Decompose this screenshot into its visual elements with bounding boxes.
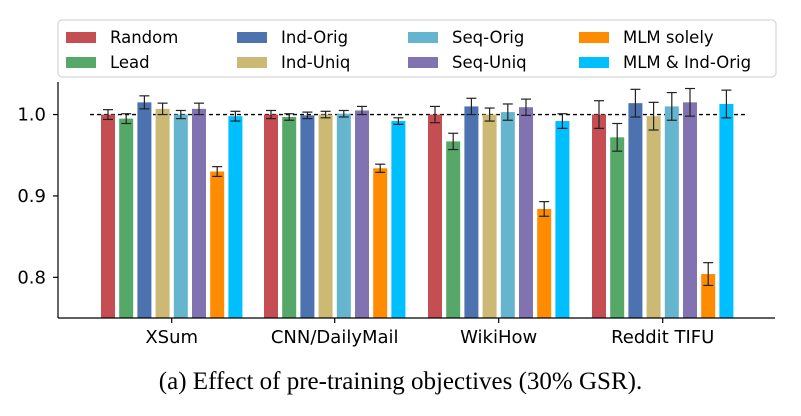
legend-swatch [237,57,267,68]
bar-1-3 [318,114,333,318]
figure-caption: (a) Effect of pre-training objectives (3… [158,368,643,395]
bar-0-5 [192,108,206,319]
y-tick-label: 1.0 [17,105,46,126]
legend-swatch [408,57,438,68]
bar-3-0 [592,114,606,318]
bar-3-2 [628,103,643,318]
bar-0-0 [101,114,115,318]
bar-3-1 [610,137,625,318]
bar-1-4 [336,113,351,318]
legend-label: Ind-Uniq [281,53,350,72]
bar-chart: 0.8 0.9 1.0 XSum CNN/DailyMail WikiHow Reddit … [17,19,777,348]
bar-2-5 [519,107,533,318]
legend-swatch [66,32,96,43]
bar-2-7 [555,121,570,318]
bar-1-2 [300,115,315,319]
x-tick-label: XSum [145,327,198,348]
bar-3-4 [664,106,679,319]
bar-2-2 [464,106,479,319]
bar-0-6 [210,171,225,318]
legend-label: Ind-Orig [281,28,348,47]
legend-label: MLM & Ind-Orig [623,53,751,72]
legend-label: Seq-Uniq [452,53,527,72]
bar-3-3 [646,116,661,318]
legend-label: MLM solely [623,28,714,47]
bar-1-0 [264,114,278,318]
legend-swatch [408,32,438,43]
bar-3-5 [683,102,697,319]
bar-0-2 [137,102,152,319]
x-tick-label: CNN/DailyMail [271,327,399,348]
legend-label: Seq-Orig [452,28,524,47]
x-tick-label: WikiHow [460,327,537,348]
bar-2-1 [446,141,461,318]
legend-swatch [579,32,609,43]
y-tick-label: 0.9 [17,186,46,207]
legend-swatch [237,32,267,43]
bar-2-6 [537,208,552,318]
bar-2-3 [482,114,497,318]
bar-1-6 [373,168,388,318]
bar-1-5 [355,110,369,318]
bar-0-1 [119,118,134,318]
bar-0-7 [228,116,243,318]
bar-1-7 [391,121,406,318]
legend-swatch [579,57,609,68]
bar-1-1 [282,116,297,318]
legend-label: Lead [110,53,150,72]
bar-0-3 [155,108,170,319]
bar-2-4 [500,112,515,318]
bar-0-4 [173,114,188,318]
bar-2-0 [428,114,442,318]
y-tick-label: 0.8 [17,267,46,288]
legend-label: Random [110,28,178,47]
bar-3-7 [719,103,734,318]
x-tick-label: Reddit TIFU [611,327,714,348]
legend-swatch [66,57,96,68]
